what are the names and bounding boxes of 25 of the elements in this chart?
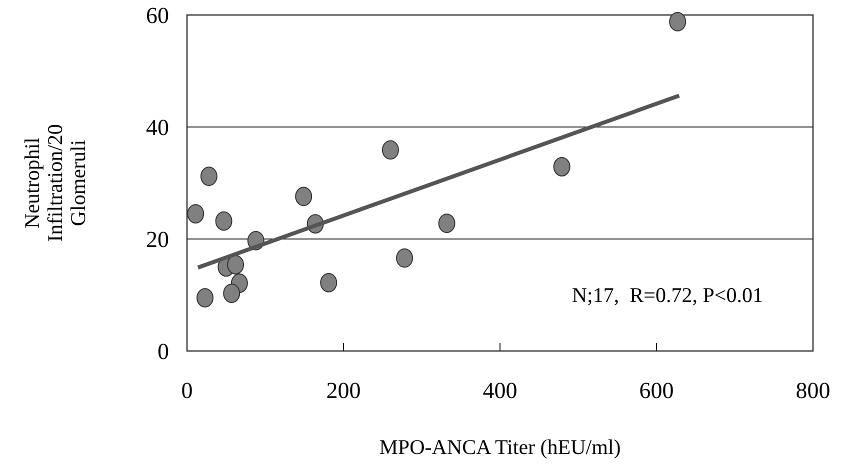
point [320, 272, 338, 292]
point [196, 288, 214, 308]
point [382, 140, 399, 160]
y-tick-label: 40 [146, 115, 169, 140]
point [438, 214, 456, 234]
point [187, 204, 204, 224]
point [200, 166, 218, 186]
x-tick-label: 600 [639, 378, 674, 403]
x-tick-label: 400 [482, 378, 518, 403]
annotation: N;17, R=0.72, P<0.01 [572, 283, 763, 307]
y-tick-label: 20 [146, 227, 169, 252]
x-tick-label: 800 [796, 378, 830, 403]
point [223, 284, 240, 304]
point [215, 211, 232, 231]
y-axis-title: Neutrophil Infiltration/20 Glomeruli [20, 124, 90, 242]
x-tick-label: 200 [326, 378, 361, 403]
y-tick-label: 0 [158, 339, 169, 364]
point [295, 186, 312, 206]
point [396, 248, 414, 268]
point [227, 255, 244, 274]
point [553, 157, 570, 176]
x-axis-title: MPO-ANCA Titer (hEU/ml) [379, 435, 621, 459]
point [669, 12, 686, 32]
y-tick-label: 60 [146, 3, 169, 28]
x-tick-label: 0 [181, 378, 193, 403]
